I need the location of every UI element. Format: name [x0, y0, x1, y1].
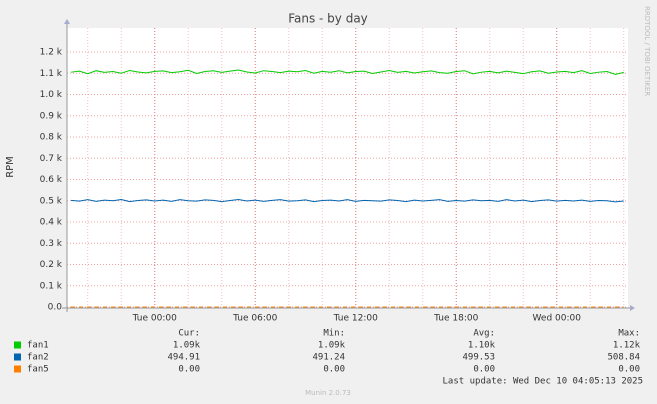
legend-label: fan1: [27, 341, 49, 351]
legend: Cur: Min: Avg: Max: fan1 1.09k 1.09k 1.10k 1.12k…: [14, 329, 641, 375]
y-tick-label: 0.7 k: [40, 154, 63, 164]
stat-value: 499.53: [462, 353, 495, 363]
y-tick-label: 0.3 k: [40, 239, 63, 249]
x-tick-label: Tue 12:00: [333, 314, 378, 324]
stat-value: 0.00: [178, 365, 200, 375]
y-tick-label: 1.1 k: [40, 69, 63, 79]
legend-label: fan5: [27, 365, 49, 375]
stat-value: 0.00: [618, 365, 640, 375]
stat-header: Cur:: [178, 329, 200, 339]
stat-value: 508.84: [607, 353, 640, 363]
stat-value: 1.12k: [613, 341, 641, 351]
y-tick-label: 0.8 k: [40, 133, 63, 143]
legend-swatch: [14, 353, 21, 361]
y-tick-label: 0.4 k: [40, 218, 63, 228]
stat-value: 1.09k: [318, 341, 346, 351]
stat-value: 491.24: [312, 353, 345, 363]
y-axis-label: RPM: [5, 156, 16, 178]
y-tick-label: 0.6 k: [40, 175, 63, 185]
stat-value: 0.00: [473, 365, 495, 375]
legend-swatch: [14, 341, 21, 349]
watermark: RRDTOOL / TOBI OETIKER: [643, 6, 651, 96]
stat-value: 1.10k: [468, 341, 496, 351]
x-tick-label: Tue 00:00: [132, 314, 177, 324]
x-tick-label: Tue 18:00: [433, 314, 478, 324]
stat-value: 494.91: [167, 353, 200, 363]
last-update: Last update: Wed Dec 10 04:05:13 2025: [443, 377, 643, 387]
x-arrow: [630, 305, 635, 311]
y-tick-label: 0.1 k: [40, 281, 63, 291]
stat-header: Avg:: [473, 329, 495, 339]
x-tick-label: Wed 00:00: [533, 314, 582, 324]
stat-value: 0.00: [323, 365, 345, 375]
y-tick-label: 0.9 k: [40, 111, 63, 121]
legend-swatch: [14, 365, 21, 373]
stat-header: Min:: [323, 329, 345, 339]
footer: Munin 2.0.73: [305, 389, 351, 397]
y-arrow: [64, 19, 70, 24]
lines: [70, 69, 624, 308]
y-tick-label: 1.0 k: [40, 90, 63, 100]
stat-value: 1.09k: [173, 341, 201, 351]
series-line: [70, 69, 624, 75]
series-line: [70, 198, 624, 203]
x-tick-label: Tue 06:00: [232, 314, 277, 324]
legend-label: fan2: [27, 353, 49, 363]
y-tick-label: 0.5 k: [40, 196, 63, 206]
y-tick-label: 0.0: [48, 303, 63, 313]
y-tick-label: 1.2 k: [40, 48, 63, 58]
y-tick-label: 0.2 k: [40, 260, 63, 270]
stat-header: Max:: [618, 329, 640, 339]
plot-area: [67, 28, 628, 308]
chart-title: Fans - by day: [288, 12, 368, 26]
grid: 0.0 0.1 k 0.2 k 0.3 k 0.4 k 0.5 k 0.6 k 0.7 k 0.…: [40, 28, 628, 324]
